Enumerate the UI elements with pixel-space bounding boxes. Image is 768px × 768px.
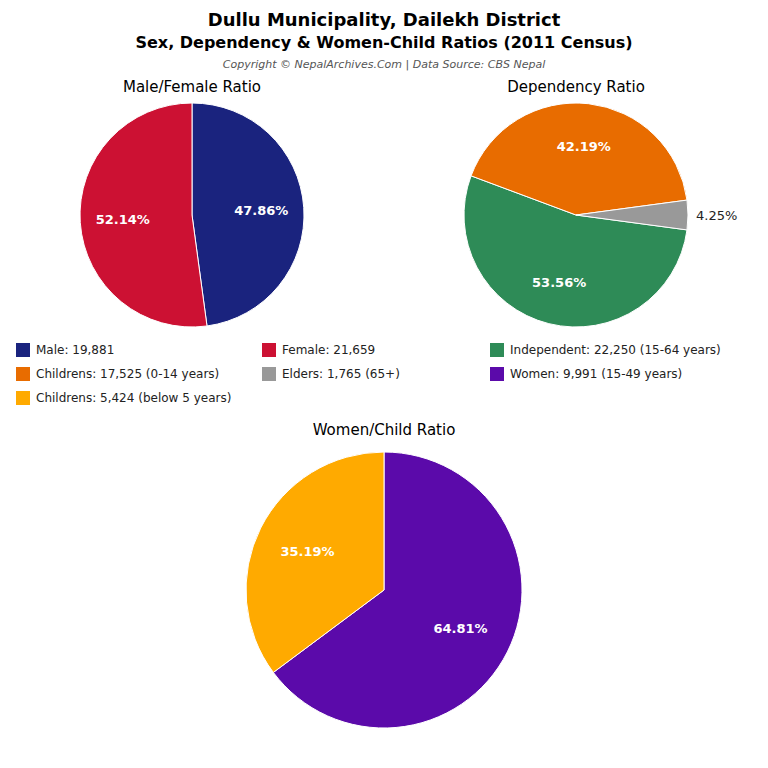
- pie-title: Dependency Ratio: [507, 78, 645, 96]
- legend-label: Childrens: 5,424 (below 5 years): [36, 391, 231, 405]
- legend-swatch: [16, 343, 30, 357]
- data-label: 53.56%: [532, 275, 586, 290]
- legend-label: Female: 21,659: [282, 343, 375, 357]
- legend-swatch: [16, 391, 30, 405]
- legend-label: Elders: 1,765 (65+): [282, 367, 400, 381]
- legend-label: Male: 19,881: [36, 343, 114, 357]
- legend-swatch: [262, 343, 276, 357]
- annotation: Copyright © NepalArchives.Com | Data Sou…: [223, 58, 545, 71]
- legend-label: Childrens: 17,525 (0-14 years): [36, 367, 219, 381]
- legend-label: Women: 9,991 (15-49 years): [510, 367, 682, 381]
- pie-chart: 47.86% 52.14%: [80, 103, 304, 327]
- data-label: 35.19%: [280, 544, 334, 559]
- pie-slice: [576, 200, 688, 230]
- legend-label: Independent: 22,250 (15-64 years): [510, 343, 721, 357]
- pie-slice: [80, 103, 207, 327]
- chart: Dullu Municipality, Dailekh District Sex,…: [0, 0, 768, 768]
- pie-slice: [246, 452, 384, 672]
- data-label: 42.19%: [557, 139, 611, 154]
- pie-title: Women/Child Ratio: [313, 421, 456, 439]
- data-label: 4.25%: [696, 208, 737, 223]
- pie-chart: 53.56% 42.19% 4.25%: [464, 103, 737, 327]
- legend-swatch: [490, 343, 504, 357]
- data-label: 47.86%: [234, 203, 288, 218]
- title: Dullu Municipality, Dailekh District: [208, 9, 561, 30]
- data-label: 64.81%: [433, 621, 487, 636]
- pie-title: Male/Female Ratio: [123, 78, 261, 96]
- subtitle: Sex, Dependency & Women-Child Ratios (20…: [135, 33, 632, 52]
- pie-chart: 64.81% 35.19%: [246, 452, 522, 728]
- pie-slice: [192, 103, 304, 326]
- legend: Male: 19,881 Female: 21,659 Independent: 2…: [16, 343, 721, 405]
- pie-slice: [471, 103, 687, 215]
- data-label: 52.14%: [96, 212, 150, 227]
- legend-swatch: [262, 367, 276, 381]
- legend-swatch: [16, 367, 30, 381]
- legend-swatch: [490, 367, 504, 381]
